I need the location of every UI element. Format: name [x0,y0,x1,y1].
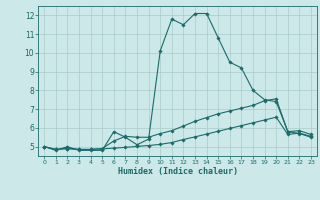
X-axis label: Humidex (Indice chaleur): Humidex (Indice chaleur) [118,167,238,176]
